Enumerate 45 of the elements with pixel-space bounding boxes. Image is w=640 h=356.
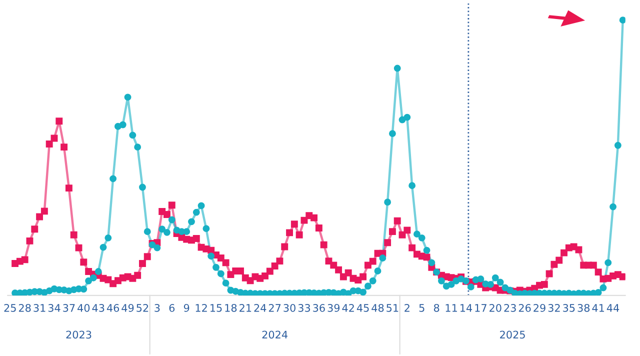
x-tick-label: 51 [386, 304, 398, 312]
x-tick-label: 37 [63, 304, 75, 312]
x-tick-label: 9 [184, 304, 190, 312]
x-tick-label: 36 [313, 304, 325, 312]
x-tick-label: 3 [154, 304, 160, 312]
text: 2024 [262, 330, 288, 339]
x-tick-label: 17 [475, 304, 486, 312]
x-tick-label: 5 [419, 304, 424, 312]
x-tick-label: 32 [548, 304, 560, 312]
x-tick-label: 48 [372, 304, 384, 312]
x-tick-label: 46 [106, 304, 120, 312]
x-tick-label: 28 [18, 304, 31, 312]
x-tick-label: 18 [225, 304, 237, 312]
x-tick-label: 31 [34, 304, 46, 312]
x-tick-label: 6 [169, 304, 175, 312]
x-tick-label: 27 [268, 304, 281, 312]
x-tick-label: 11 [446, 304, 457, 312]
x-tick-label: 34 [48, 304, 60, 312]
x-tick-label: 20 [490, 304, 502, 312]
x-tick-label: 26 [518, 304, 531, 312]
x-tick-label: 41 [592, 304, 604, 312]
x-tick-label: 23 [504, 304, 516, 312]
x-tick-label: 21 [240, 304, 252, 312]
x-tick-label: 8 [434, 304, 440, 312]
x-tick-label: 24 [254, 304, 266, 312]
x-tick-label: 35 [563, 304, 575, 312]
text: 2023 [66, 330, 92, 339]
x-tick-label: 25 [4, 304, 16, 312]
x-tick-label: 43 [92, 304, 104, 312]
x-tick-label: 42 [342, 304, 354, 312]
x-tick-label: 49 [122, 304, 134, 312]
x-tick-label: 33 [298, 304, 310, 312]
x-tick-label: 39 [328, 304, 340, 312]
x-tick-label: 30 [284, 304, 296, 312]
x-tick-label: 40 [78, 304, 90, 312]
text: 2025 [500, 330, 525, 339]
x-tick-label: 2 [404, 304, 410, 312]
x-tick-label: 52 [136, 304, 148, 312]
x-tick-label: 45 [356, 304, 369, 312]
x-tick-label: 44 [606, 304, 620, 312]
x-tick-label: 12 [196, 304, 207, 312]
x-tick-label: 14 [460, 304, 472, 312]
x-tick-label: 15 [210, 304, 222, 312]
x-tick-label: 38 [578, 304, 590, 312]
x-tick-label: 29 [534, 304, 546, 312]
